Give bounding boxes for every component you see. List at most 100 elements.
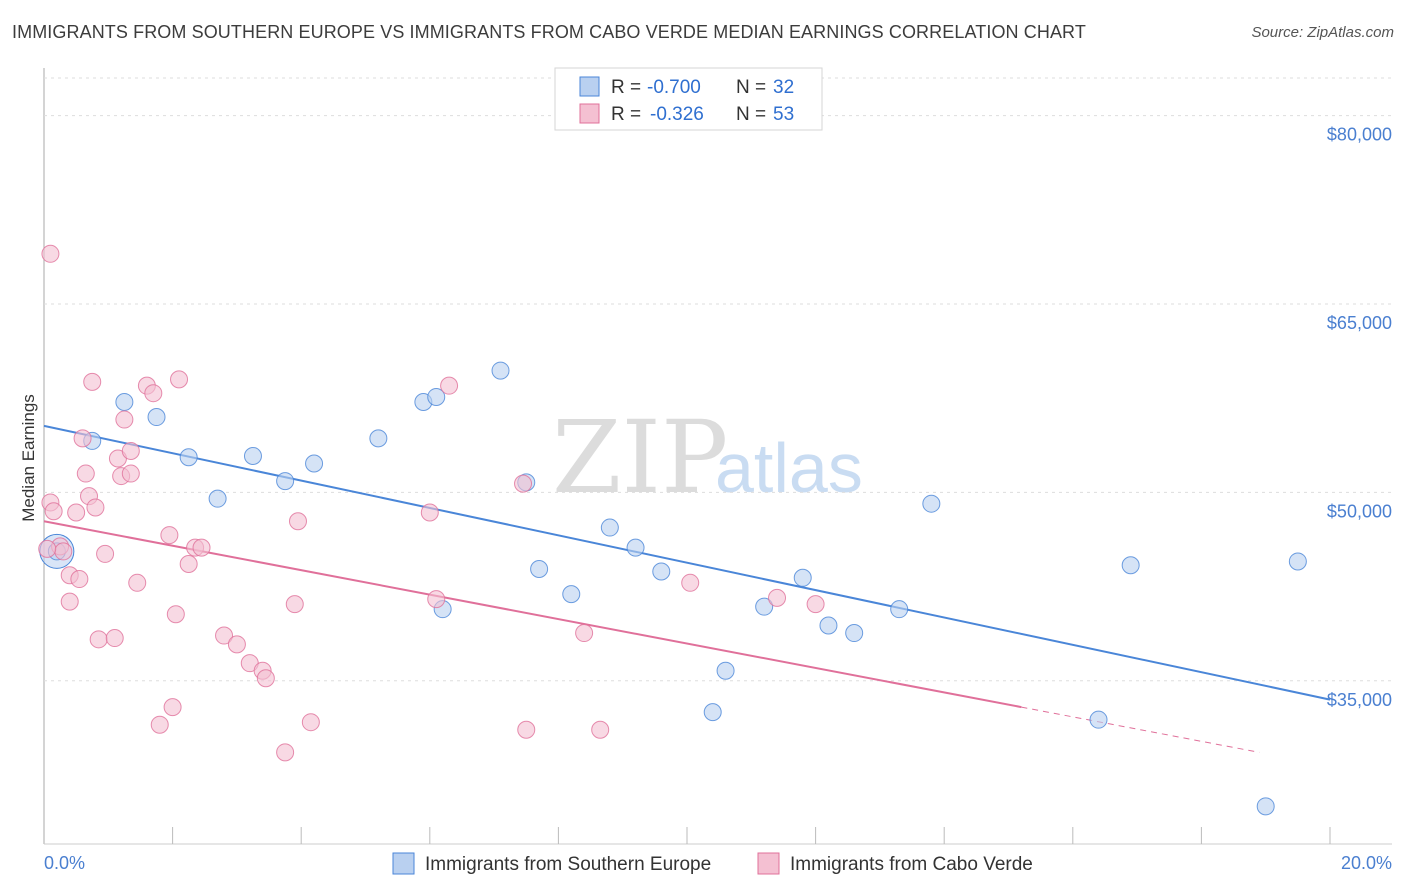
- data-point-southern-europe[interactable]: [716, 661, 735, 680]
- data-point-cabo-verde[interactable]: [179, 554, 198, 573]
- data-point-cabo-verde[interactable]: [192, 538, 211, 557]
- legend-r-label-2: R =: [611, 104, 641, 125]
- data-point-cabo-verde[interactable]: [517, 720, 536, 739]
- data-point-southern-europe[interactable]: [600, 518, 619, 537]
- legend-r-label-1: R =: [611, 77, 641, 98]
- data-point-southern-europe[interactable]: [369, 429, 388, 448]
- data-point-cabo-verde[interactable]: [105, 629, 124, 648]
- data-point-cabo-verde[interactable]: [170, 370, 189, 389]
- data-point-southern-europe[interactable]: [1256, 797, 1275, 816]
- data-point-cabo-verde[interactable]: [67, 503, 86, 522]
- data-point-southern-europe[interactable]: [703, 703, 722, 722]
- data-point-southern-europe[interactable]: [530, 559, 549, 578]
- data-point-cabo-verde[interactable]: [227, 635, 246, 654]
- data-point-cabo-verde[interactable]: [768, 588, 787, 607]
- chart-title: IMMIGRANTS FROM SOUTHERN EUROPE VS IMMIG…: [12, 22, 1086, 42]
- y-tick-label: $80,000: [1327, 125, 1392, 145]
- data-point-cabo-verde[interactable]: [420, 503, 439, 522]
- data-point-southern-europe[interactable]: [276, 472, 295, 491]
- data-point-cabo-verde[interactable]: [256, 669, 275, 688]
- data-point-cabo-verde[interactable]: [83, 372, 102, 391]
- data-point-southern-europe[interactable]: [819, 616, 838, 635]
- data-point-cabo-verde[interactable]: [440, 376, 459, 395]
- data-point-cabo-verde[interactable]: [70, 570, 89, 589]
- series-legend: Immigrants from Southern Europe Immigran…: [392, 852, 1033, 875]
- data-point-cabo-verde[interactable]: [115, 410, 134, 429]
- legend-n-label-2: N =: [736, 104, 766, 125]
- y-tick-label: $35,000: [1327, 690, 1392, 710]
- data-point-southern-europe[interactable]: [179, 448, 198, 467]
- y-tick-label: $50,000: [1327, 501, 1392, 521]
- bottom-legend-label-cabo-verde: Immigrants from Cabo Verde: [790, 854, 1033, 875]
- data-point-cabo-verde[interactable]: [160, 526, 179, 545]
- data-point-southern-europe[interactable]: [305, 454, 324, 473]
- legend-n-label-1: N =: [736, 77, 766, 98]
- data-point-southern-europe[interactable]: [845, 624, 864, 643]
- data-point-cabo-verde[interactable]: [73, 429, 92, 448]
- bottom-legend-swatch-southern-europe: [392, 852, 415, 875]
- data-point-cabo-verde[interactable]: [575, 624, 594, 643]
- data-point-cabo-verde[interactable]: [285, 595, 304, 614]
- data-point-cabo-verde[interactable]: [96, 544, 115, 563]
- watermark-zip: ZIP: [552, 399, 728, 516]
- legend-r-value-2: -0.326: [650, 104, 704, 125]
- data-point-cabo-verde[interactable]: [166, 605, 185, 624]
- data-point-cabo-verde[interactable]: [144, 384, 163, 403]
- data-point-cabo-verde[interactable]: [215, 626, 234, 645]
- data-point-southern-europe[interactable]: [427, 387, 446, 406]
- data-point-southern-europe[interactable]: [1288, 552, 1307, 571]
- y-axis-label: Median Earnings: [19, 394, 38, 522]
- data-point-cabo-verde[interactable]: [54, 542, 73, 561]
- data-point-cabo-verde[interactable]: [150, 715, 169, 734]
- data-point-southern-europe[interactable]: [652, 562, 671, 581]
- data-point-cabo-verde[interactable]: [41, 244, 60, 263]
- data-point-southern-europe[interactable]: [147, 408, 166, 427]
- data-point-southern-europe[interactable]: [562, 585, 581, 604]
- data-point-southern-europe[interactable]: [626, 538, 645, 557]
- data-point-cabo-verde[interactable]: [121, 464, 140, 483]
- data-point-southern-europe[interactable]: [793, 568, 812, 587]
- legend-swatch-cabo-verde: [579, 103, 600, 124]
- x-tick-right: 20.0%: [1341, 853, 1392, 873]
- data-point-southern-europe[interactable]: [1089, 710, 1108, 729]
- data-point-cabo-verde[interactable]: [806, 595, 825, 614]
- trend-line-extension: [1021, 706, 1260, 753]
- legend-swatch-southern-europe: [579, 76, 600, 97]
- data-point-southern-europe[interactable]: [208, 489, 227, 508]
- bottom-legend-swatch-cabo-verde: [757, 852, 780, 875]
- data-point-southern-europe[interactable]: [755, 597, 774, 616]
- data-point-cabo-verde[interactable]: [288, 512, 307, 531]
- data-point-cabo-verde[interactable]: [60, 592, 79, 611]
- data-point-southern-europe[interactable]: [890, 600, 909, 619]
- data-point-cabo-verde[interactable]: [38, 539, 57, 558]
- legend-n-value-1: 32: [773, 77, 794, 98]
- legend-n-value-2: 53: [773, 104, 794, 125]
- data-point-cabo-verde[interactable]: [76, 464, 95, 483]
- data-point-cabo-verde[interactable]: [89, 630, 108, 649]
- y-tick-label: $65,000: [1327, 313, 1392, 333]
- bottom-legend-label-southern-europe: Immigrants from Southern Europe: [425, 854, 711, 875]
- data-point-cabo-verde[interactable]: [276, 743, 295, 762]
- trend-line-southern-europe: [43, 424, 1331, 701]
- source-label: Source: ZipAtlas.com: [1251, 24, 1394, 41]
- data-point-southern-europe[interactable]: [491, 361, 510, 380]
- data-point-southern-europe[interactable]: [1121, 556, 1140, 575]
- data-point-southern-europe[interactable]: [243, 446, 262, 465]
- data-point-southern-europe[interactable]: [922, 494, 941, 513]
- x-tick-left: 0.0%: [44, 853, 85, 873]
- data-point-southern-europe[interactable]: [115, 392, 134, 411]
- data-point-cabo-verde[interactable]: [121, 441, 140, 460]
- stats-legend: R = -0.700 N = 32 R = -0.326 N = 53: [554, 67, 823, 131]
- data-point-cabo-verde[interactable]: [681, 573, 700, 592]
- data-point-cabo-verde[interactable]: [301, 713, 320, 732]
- legend-r-value-1: -0.700: [647, 77, 701, 98]
- data-point-cabo-verde[interactable]: [44, 502, 63, 521]
- data-point-cabo-verde[interactable]: [128, 573, 147, 592]
- data-point-cabo-verde[interactable]: [514, 474, 533, 493]
- data-point-cabo-verde[interactable]: [591, 720, 610, 739]
- watermark-atlas: atlas: [715, 429, 863, 507]
- data-point-cabo-verde[interactable]: [163, 698, 182, 717]
- data-point-cabo-verde[interactable]: [427, 590, 446, 609]
- data-point-cabo-verde[interactable]: [86, 498, 105, 517]
